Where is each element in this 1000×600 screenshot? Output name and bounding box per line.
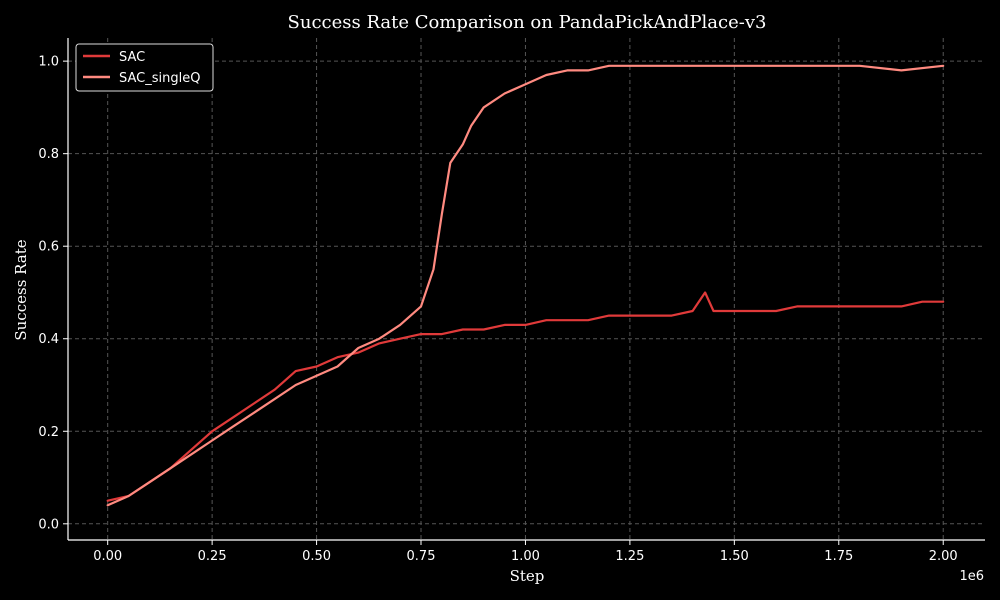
- y-axis-label: Success Rate: [12, 239, 30, 340]
- legend-label-sac: SAC: [119, 50, 145, 65]
- axes: [67, 38, 985, 541]
- x-tick-label: 1.00: [511, 549, 540, 564]
- x-tick-label: 1.75: [824, 549, 853, 564]
- y-ticks: 0.0 0.2 0.4 0.6 0.8 1.0: [38, 55, 68, 532]
- grid: [68, 38, 985, 540]
- y-tick-label: 0.2: [38, 425, 59, 440]
- series-layer: [106, 64, 945, 507]
- series-line-sac-singleq: [106, 64, 945, 507]
- legend-label-sac-singleq: SAC_singleQ: [119, 71, 200, 86]
- legend: SAC SAC_singleQ: [75, 43, 214, 92]
- legend-frame: [75, 43, 214, 92]
- x-tick-label: 1.50: [720, 549, 749, 564]
- x-ticks: 0.00 0.25 0.50 0.75 1.00 1.25 1.50 1.75 2.00: [93, 540, 958, 564]
- y-tick-label: 0.6: [38, 240, 59, 255]
- y-tick-label: 0.8: [38, 147, 59, 162]
- y-tick-label: 0.0: [38, 517, 59, 532]
- x-offset-label: 1e6: [959, 569, 984, 584]
- x-tick-label: 0.50: [302, 549, 331, 564]
- x-tick-label: 2.00: [929, 549, 958, 564]
- x-axis-label: Step: [510, 567, 545, 585]
- x-tick-label: 0.25: [198, 549, 227, 564]
- y-tick-label: 1.0: [38, 55, 59, 70]
- chart-title: Success Rate Comparison on PandaPickAndP…: [288, 12, 767, 33]
- series-line-sac: [106, 291, 945, 502]
- x-tick-label: 0.75: [407, 549, 436, 564]
- x-tick-label: 0.00: [93, 549, 122, 564]
- x-tick-label: 1.25: [615, 549, 644, 564]
- y-tick-label: 0.4: [38, 332, 59, 347]
